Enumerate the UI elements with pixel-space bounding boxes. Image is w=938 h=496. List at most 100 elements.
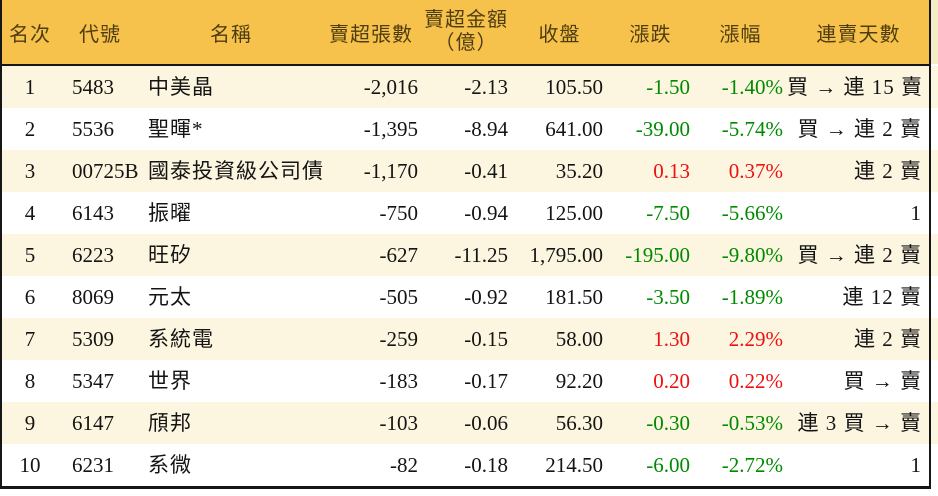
cell-sell-volume: -505 (379, 285, 419, 309)
cell-change-pct: 2.29% (728, 327, 783, 351)
cell-sell-volume: -1,395 (363, 117, 418, 141)
cell-code: 6147 (72, 411, 114, 435)
cell-name: 世界 (148, 369, 192, 393)
cell-close: 641.00 (545, 117, 603, 141)
cell-sell-volume: -183 (379, 369, 419, 393)
cell-streak: 1 (910, 201, 922, 225)
cell-sell-volume: -259 (379, 327, 419, 351)
cell-code: 5309 (72, 327, 114, 351)
cell-code: 5483 (72, 75, 114, 99)
header-sell-amount: 賣超金額 （億） (420, 0, 512, 64)
cell-close: 125.00 (545, 201, 603, 225)
table-border-right (929, 0, 931, 489)
cell-change-pct: 0.22% (728, 369, 783, 393)
cell-change: -39.00 (635, 117, 690, 141)
cell-rank: 5 (24, 243, 36, 267)
table-header-row: 名次 代號 名稱 賣超張數 賣超金額 （億） 收盤 漲跌 漲幅 連賣天數 (0, 0, 938, 64)
cell-change-pct: -5.74% (721, 117, 783, 141)
header-rank: 名次 (9, 23, 51, 46)
cell-sell-amount: -0.18 (464, 453, 508, 477)
cell-code: 5347 (72, 369, 114, 393)
header-name: 名稱 (210, 23, 252, 46)
cell-change: 1.30 (653, 327, 690, 351)
cell-sell-amount: -0.41 (464, 159, 508, 183)
cell-streak: 連 2 賣 (854, 159, 922, 183)
cell-sell-amount: -2.13 (464, 75, 508, 99)
cell-change: 0.20 (653, 369, 690, 393)
table-border-bottom (0, 486, 931, 489)
cell-streak: 買 → 連 2 賣 (797, 243, 922, 267)
cell-streak: 買 → 連 15 賣 (787, 75, 923, 99)
header-streak: 連賣天數 (816, 23, 901, 46)
table-row: 1 5483 中美晶 -2,016 -2.13 105.50 -1.50 -1.… (0, 66, 938, 108)
cell-rank: 10 (19, 453, 41, 477)
cell-close: 35.20 (555, 159, 603, 183)
cell-sell-amount: -11.25 (454, 243, 508, 267)
cell-code: 00725B (72, 159, 139, 183)
cell-streak: 連 12 賣 (842, 285, 922, 309)
header-sell-amount-line1: 賣超金額 (424, 9, 508, 31)
cell-rank: 8 (24, 369, 36, 393)
cell-sell-volume: -103 (379, 411, 419, 435)
cell-name: 振曜 (148, 201, 192, 225)
cell-change: -3.50 (646, 285, 690, 309)
table-row: 7 5309 系統電 -259 -0.15 58.00 1.30 2.29% 連… (0, 318, 938, 360)
cell-rank: 4 (24, 201, 36, 225)
table-row: 10 6231 系微 -82 -0.18 214.50 -6.00 -2.72%… (0, 444, 938, 486)
table-row: 2 5536 聖暉* -1,395 -8.94 641.00 -39.00 -5… (0, 108, 938, 150)
header-sell-volume: 賣超張數 (329, 23, 413, 46)
cell-sell-volume: -82 (390, 453, 418, 477)
page-background-strip (931, 0, 938, 64)
cell-change: -7.50 (646, 201, 690, 225)
cell-change: 0.13 (653, 159, 690, 183)
cell-code: 6143 (72, 201, 114, 225)
cell-sell-amount: -0.17 (464, 369, 508, 393)
cell-change-pct: -9.80% (721, 243, 783, 267)
cell-change-pct: -1.89% (721, 285, 783, 309)
cell-change: -6.00 (646, 453, 690, 477)
table-row: 3 00725B 國泰投資級公司債 -1,170 -0.41 35.20 0.1… (0, 150, 938, 192)
cell-rank: 9 (24, 411, 36, 435)
cell-sell-amount: -8.94 (464, 117, 508, 141)
table-row: 6 8069 元太 -505 -0.92 181.50 -3.50 -1.89%… (0, 276, 938, 318)
cell-sell-amount: -0.94 (464, 201, 508, 225)
header-separator (0, 64, 931, 66)
cell-code: 8069 (72, 285, 114, 309)
cell-code: 5536 (72, 117, 114, 141)
header-close: 收盤 (538, 23, 581, 46)
table-row: 8 5347 世界 -183 -0.17 92.20 0.20 0.22% 買 … (0, 360, 938, 402)
cell-sell-volume: -2,016 (363, 75, 418, 99)
cell-close: 1,795.00 (529, 243, 604, 267)
cell-name: 頎邦 (148, 411, 192, 435)
header-code: 代號 (79, 23, 121, 46)
cell-close: 181.50 (545, 285, 603, 309)
cell-name: 旺矽 (148, 243, 192, 267)
cell-change-pct: -1.40% (721, 75, 783, 99)
cell-code: 6231 (72, 453, 114, 477)
cell-change: -0.30 (646, 411, 690, 435)
cell-close: 92.20 (555, 369, 603, 393)
cell-rank: 3 (24, 159, 36, 183)
header-change: 漲跌 (629, 23, 672, 46)
cell-change-pct: -5.66% (721, 201, 783, 225)
cell-change: -1.50 (646, 75, 690, 99)
cell-streak: 連 3 買 → 賣 (797, 411, 922, 435)
table-body: 1 5483 中美晶 -2,016 -2.13 105.50 -1.50 -1.… (0, 66, 938, 486)
cell-sell-volume: -750 (379, 201, 419, 225)
cell-name: 中美晶 (148, 75, 214, 99)
cell-sell-amount: -0.06 (464, 411, 508, 435)
cell-name: 國泰投資級公司債 (148, 159, 324, 183)
cell-sell-volume: -627 (379, 243, 419, 267)
table-border-left (0, 0, 2, 489)
table-row: 5 6223 旺矽 -627 -11.25 1,795.00 -195.00 -… (0, 234, 938, 276)
cell-rank: 2 (24, 117, 36, 141)
cell-name: 聖暉* (148, 117, 204, 141)
cell-code: 6223 (72, 243, 114, 267)
cell-sell-amount: -0.92 (464, 285, 508, 309)
cell-sell-volume: -1,170 (363, 159, 418, 183)
cell-streak: 買 → 連 2 賣 (797, 117, 922, 141)
table-row: 9 6147 頎邦 -103 -0.06 56.30 -0.30 -0.53% … (0, 402, 938, 444)
cell-close: 105.50 (545, 75, 603, 99)
cell-change-pct: -2.72% (721, 453, 783, 477)
cell-change-pct: 0.37% (728, 159, 783, 183)
